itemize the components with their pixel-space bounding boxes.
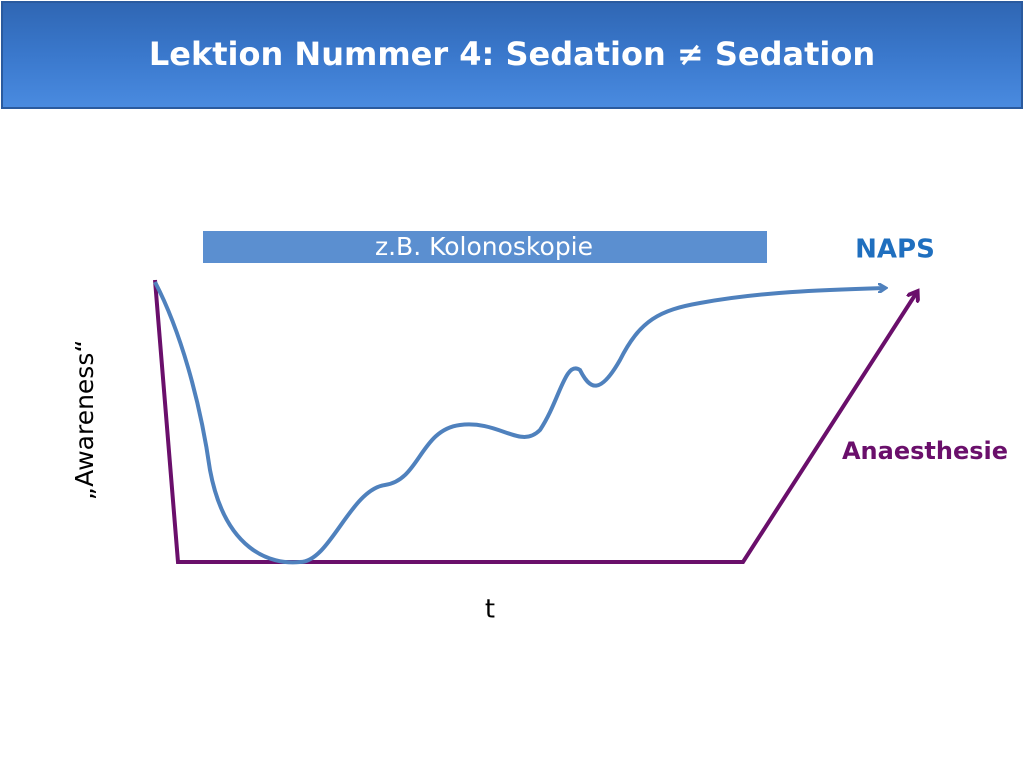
procedure-label: z.B. Kolonoskopie — [375, 232, 593, 261]
anaesthesia-curve — [153, 279, 917, 564]
title-bar — [1, 1, 1023, 109]
y-axis-label: „Awareness“ — [70, 340, 99, 501]
naps-curve — [153, 281, 885, 565]
procedure-bar — [203, 231, 767, 263]
x-axis-label: t — [485, 595, 495, 625]
slide-title: Lektion Nummer 4: Sedation ≠ Sedation — [149, 35, 875, 73]
anaesthesia-label: Anaesthesie — [842, 437, 1008, 465]
naps-label: NAPS — [855, 235, 935, 265]
